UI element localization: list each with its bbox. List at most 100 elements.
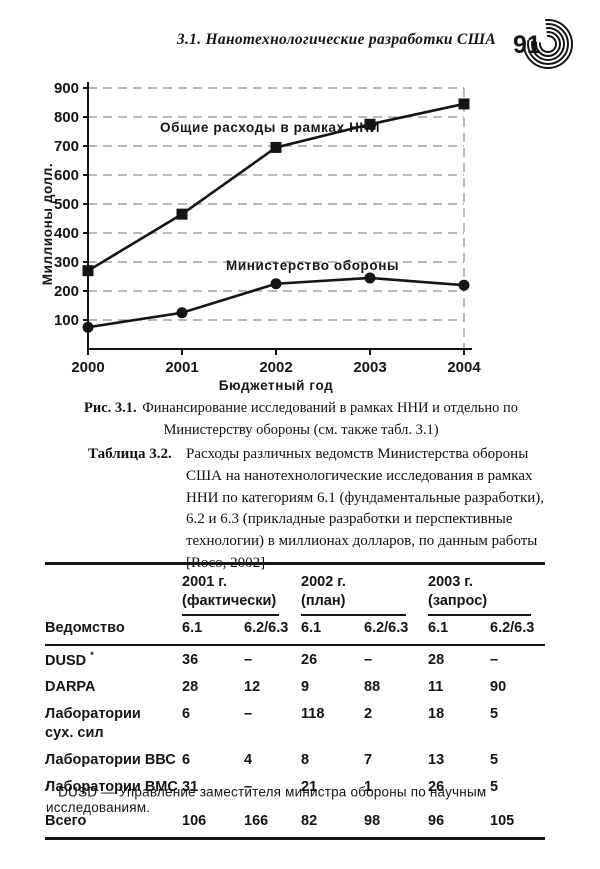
table-cell: 98 (364, 812, 381, 829)
group-subtitle: (план) (301, 592, 346, 609)
x-tick-label: 2003 (353, 359, 386, 376)
table-cell: 28 (182, 679, 199, 696)
table-row: Лаборатории сух. сил 6 – 118 2 18 5 (45, 700, 545, 746)
subcolumn-header: 6.1 (182, 615, 244, 646)
table-cell: 2 (364, 706, 373, 723)
table-cell: 5 (490, 751, 499, 768)
row-label: Лаборатории сух. сил (45, 706, 141, 742)
table-cell: 5 (490, 778, 499, 795)
table-cell: 7 (364, 751, 373, 768)
table-cell: 12 (244, 679, 261, 696)
table-cell: 36 (182, 651, 199, 668)
table-cell: 26 (301, 651, 318, 668)
subcolumn-header: 6.2/6.3 (364, 615, 428, 646)
y-tick-label: 700 (54, 138, 79, 155)
y-tick-label: 200 (54, 283, 79, 300)
y-axis-title: Миллионы долл. (40, 163, 55, 285)
table-cell: 82 (301, 812, 318, 829)
footnote-text: DUSD — Управление заместителя министра о… (46, 784, 487, 815)
table-cell: – (244, 778, 253, 795)
table-body: DUSD * 36–26–28– DARPA 28 12 9 88 11 90 Лаборатори… (45, 645, 545, 839)
row-label: DUSD * (45, 649, 94, 669)
table-cell: 31 (182, 778, 199, 795)
table-group-header-row: 2001 г. (фактически) 2002 г. (план) 2003… (45, 564, 545, 616)
row-header-title: Ведомство (45, 615, 182, 646)
footnote-marker: * (46, 783, 51, 794)
table-cell: – (490, 651, 499, 668)
table-row: Лаборатории ВВС 6 4 8 7 13 5 (45, 746, 545, 773)
group-subtitle: (запрос) (428, 592, 488, 609)
y-tick-label: 300 (54, 254, 79, 271)
table-cell: 96 (428, 812, 445, 829)
series-label-0: Общие расходы в рамках ННИ (160, 120, 380, 135)
data-point-circle (176, 307, 188, 319)
y-tick-label: 900 (54, 80, 79, 97)
subcolumn-header: 6.1 (301, 615, 364, 646)
column-group-2002: 2002 г. (план) (301, 564, 428, 616)
y-tick-label: 400 (54, 225, 79, 242)
series-label-1: Министерство обороны (226, 258, 399, 273)
page-number: 91 (513, 31, 541, 59)
footnote: * DUSD — Управление заместителя министра … (46, 783, 566, 815)
page-number-logo: 91 (511, 10, 573, 69)
defense-spending-table: 2001 г. (фактически) 2002 г. (план) 2003… (45, 562, 545, 841)
x-tick-label: 2004 (447, 359, 481, 376)
figure-caption-label: Рис. 3.1. (84, 400, 137, 416)
row-label: Всего (45, 812, 87, 829)
row-label: DARPA (45, 679, 96, 696)
table-cell: 90 (490, 679, 507, 696)
x-tick-label: 2001 (165, 359, 198, 376)
table-row: DARPA 28 12 9 88 11 90 (45, 673, 545, 700)
table-cell: 1 (364, 778, 373, 795)
table-caption: Таблица 3.2. Расходы различных ведомств … (88, 444, 550, 575)
footnote-reference: * (90, 649, 94, 661)
table-cell: 106 (182, 812, 207, 829)
table-cell: 21 (301, 778, 318, 795)
data-point-square (364, 118, 376, 130)
data-point-circle (270, 278, 282, 290)
data-point-square (458, 98, 470, 110)
data-point-square (176, 208, 188, 220)
table-cell: 26 (428, 778, 445, 795)
data-point-circle (458, 279, 470, 291)
column-group-2003: 2003 г. (запрос) (428, 564, 545, 616)
table-cell: 4 (244, 751, 253, 768)
subcolumn-header: 6.2/6.3 (490, 615, 545, 646)
x-tick-label: 2002 (259, 359, 292, 376)
table-cell: 6 (182, 751, 191, 768)
table-subheader-row: Ведомство 6.1 6.2/6.3 6.1 6.2/6.3 6.1 6.… (45, 615, 545, 646)
y-tick-label: 600 (54, 167, 79, 184)
x-tick-label: 2000 (71, 359, 104, 376)
subcolumn-header: 6.1 (428, 615, 490, 646)
table-row: Лаборатории ВМС 31 – 21 1 26 5 (45, 773, 545, 800)
table-cell: 88 (364, 679, 381, 696)
subcolumn-header: 6.2/6.3 (244, 615, 301, 646)
data-point-square (270, 141, 282, 153)
row-label: Лаборатории ВВС (45, 751, 176, 768)
table-cell: 105 (490, 812, 515, 829)
table-cell: 9 (301, 679, 310, 696)
group-title: 2002 г. (301, 574, 346, 590)
table-caption-text: Расходы различных ведомств Министерства … (186, 446, 545, 571)
table-cell: 6 (182, 706, 191, 723)
running-head-title: 3.1. Нанотехнологические разработки США (176, 31, 496, 48)
table-cell: 13 (428, 751, 445, 768)
table-row: Всего 106 166 82 98 96 105 (45, 800, 545, 839)
table-row: DUSD * 36 – 26 – 28 – (45, 645, 545, 674)
table-cell: – (244, 651, 253, 668)
table-cell: 8 (301, 751, 310, 768)
y-tick-label: 100 (54, 312, 79, 329)
group-title: 2003 г. (428, 574, 473, 590)
data-point-circle (364, 272, 376, 284)
spiral-arcs-icon (511, 10, 573, 69)
data-point-square (82, 265, 94, 277)
data-point-circle (82, 321, 94, 333)
group-title: 2001 г. (182, 574, 227, 590)
table-cell: 118 (301, 706, 325, 723)
y-tick-label: 800 (54, 109, 79, 126)
x-axis-title: Бюджетный год (219, 378, 334, 393)
group-subtitle: (фактически) (182, 592, 277, 609)
figure-caption: Рис. 3.1. Финансирование исследований в … (62, 398, 540, 442)
table-cell: 18 (428, 706, 445, 723)
